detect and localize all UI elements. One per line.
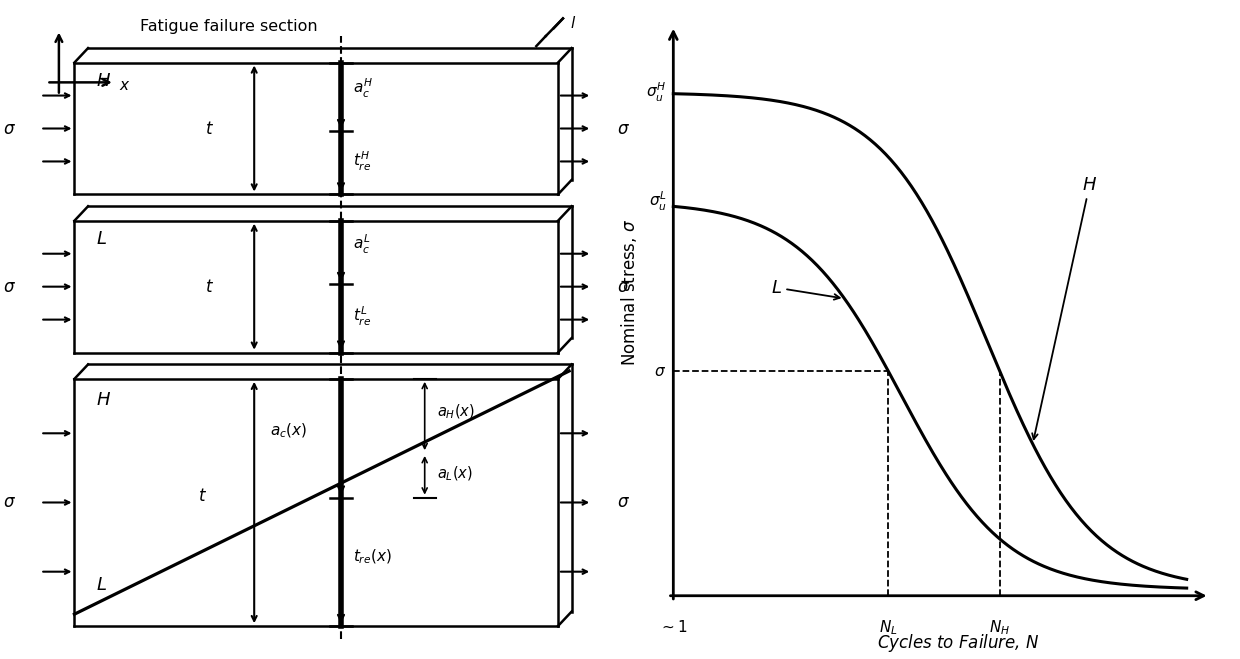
Text: $a_L(x)$: $a_L(x)$ <box>436 465 472 483</box>
Text: Nominal stress, $\sigma$: Nominal stress, $\sigma$ <box>619 219 639 366</box>
Text: $N_L$: $N_L$ <box>879 619 898 637</box>
Text: Cycles to Failure, $N$: Cycles to Failure, $N$ <box>877 632 1040 654</box>
Text: $x$: $x$ <box>119 78 130 93</box>
Text: $\sigma$: $\sigma$ <box>655 364 666 379</box>
Text: $N_H$: $N_H$ <box>990 619 1011 637</box>
Text: $H$: $H$ <box>1032 175 1097 440</box>
Text: $t_{re}^L$: $t_{re}^L$ <box>353 305 372 328</box>
Text: Fatigue failure section: Fatigue failure section <box>139 19 317 34</box>
Text: $l$: $l$ <box>570 15 577 31</box>
Text: $L$: $L$ <box>770 279 839 300</box>
Text: $\sigma$: $\sigma$ <box>616 119 630 138</box>
Text: $\sigma_u^L$: $\sigma_u^L$ <box>649 190 666 214</box>
Text: $\sigma$: $\sigma$ <box>2 277 16 296</box>
Text: $\sigma$: $\sigma$ <box>616 494 630 511</box>
Text: $t_{re}(x)$: $t_{re}(x)$ <box>353 548 392 567</box>
Text: $a_H(x)$: $a_H(x)$ <box>436 402 475 420</box>
Text: $a_c^L$: $a_c^L$ <box>353 233 371 256</box>
Text: $a_c^H$: $a_c^H$ <box>353 77 373 100</box>
Text: $H$: $H$ <box>97 72 112 90</box>
Text: $L$: $L$ <box>97 230 107 248</box>
Text: $\sigma$: $\sigma$ <box>2 119 16 138</box>
Text: $t$: $t$ <box>198 487 207 505</box>
Text: $\sigma_u^H$: $\sigma_u^H$ <box>646 81 666 104</box>
Text: $a_c(x)$: $a_c(x)$ <box>270 421 308 440</box>
Text: $t_{re}^H$: $t_{re}^H$ <box>353 150 372 173</box>
Text: $H$: $H$ <box>97 391 112 409</box>
Text: $L$: $L$ <box>97 576 107 594</box>
Text: $\sigma$: $\sigma$ <box>2 494 16 511</box>
Text: $t$: $t$ <box>205 277 213 296</box>
Text: $t$: $t$ <box>205 119 213 138</box>
Text: $\sigma$: $\sigma$ <box>616 277 630 296</box>
Text: $\sim$1: $\sim$1 <box>658 619 688 635</box>
